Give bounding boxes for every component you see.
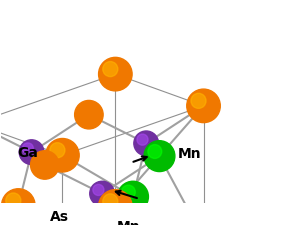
Circle shape: [46, 139, 79, 172]
Circle shape: [137, 134, 148, 145]
Circle shape: [144, 141, 175, 171]
Circle shape: [118, 181, 148, 212]
Circle shape: [148, 144, 162, 158]
Circle shape: [6, 193, 21, 208]
Text: Mn: Mn: [178, 147, 202, 161]
Circle shape: [191, 93, 206, 108]
Circle shape: [187, 89, 220, 123]
Circle shape: [22, 143, 33, 154]
Circle shape: [98, 57, 132, 91]
Text: Ga: Ga: [17, 146, 38, 160]
Circle shape: [98, 190, 132, 223]
Circle shape: [187, 221, 220, 225]
Text: As: As: [50, 210, 69, 225]
Circle shape: [103, 62, 118, 77]
Circle shape: [63, 222, 88, 225]
Circle shape: [103, 194, 118, 209]
Circle shape: [19, 140, 44, 164]
Circle shape: [75, 100, 103, 129]
Circle shape: [31, 151, 59, 179]
Circle shape: [93, 184, 104, 196]
Text: Mn: Mn: [117, 220, 140, 225]
Circle shape: [50, 143, 65, 158]
Circle shape: [1, 189, 35, 222]
Circle shape: [122, 185, 135, 199]
Circle shape: [134, 131, 159, 156]
Circle shape: [90, 181, 114, 206]
